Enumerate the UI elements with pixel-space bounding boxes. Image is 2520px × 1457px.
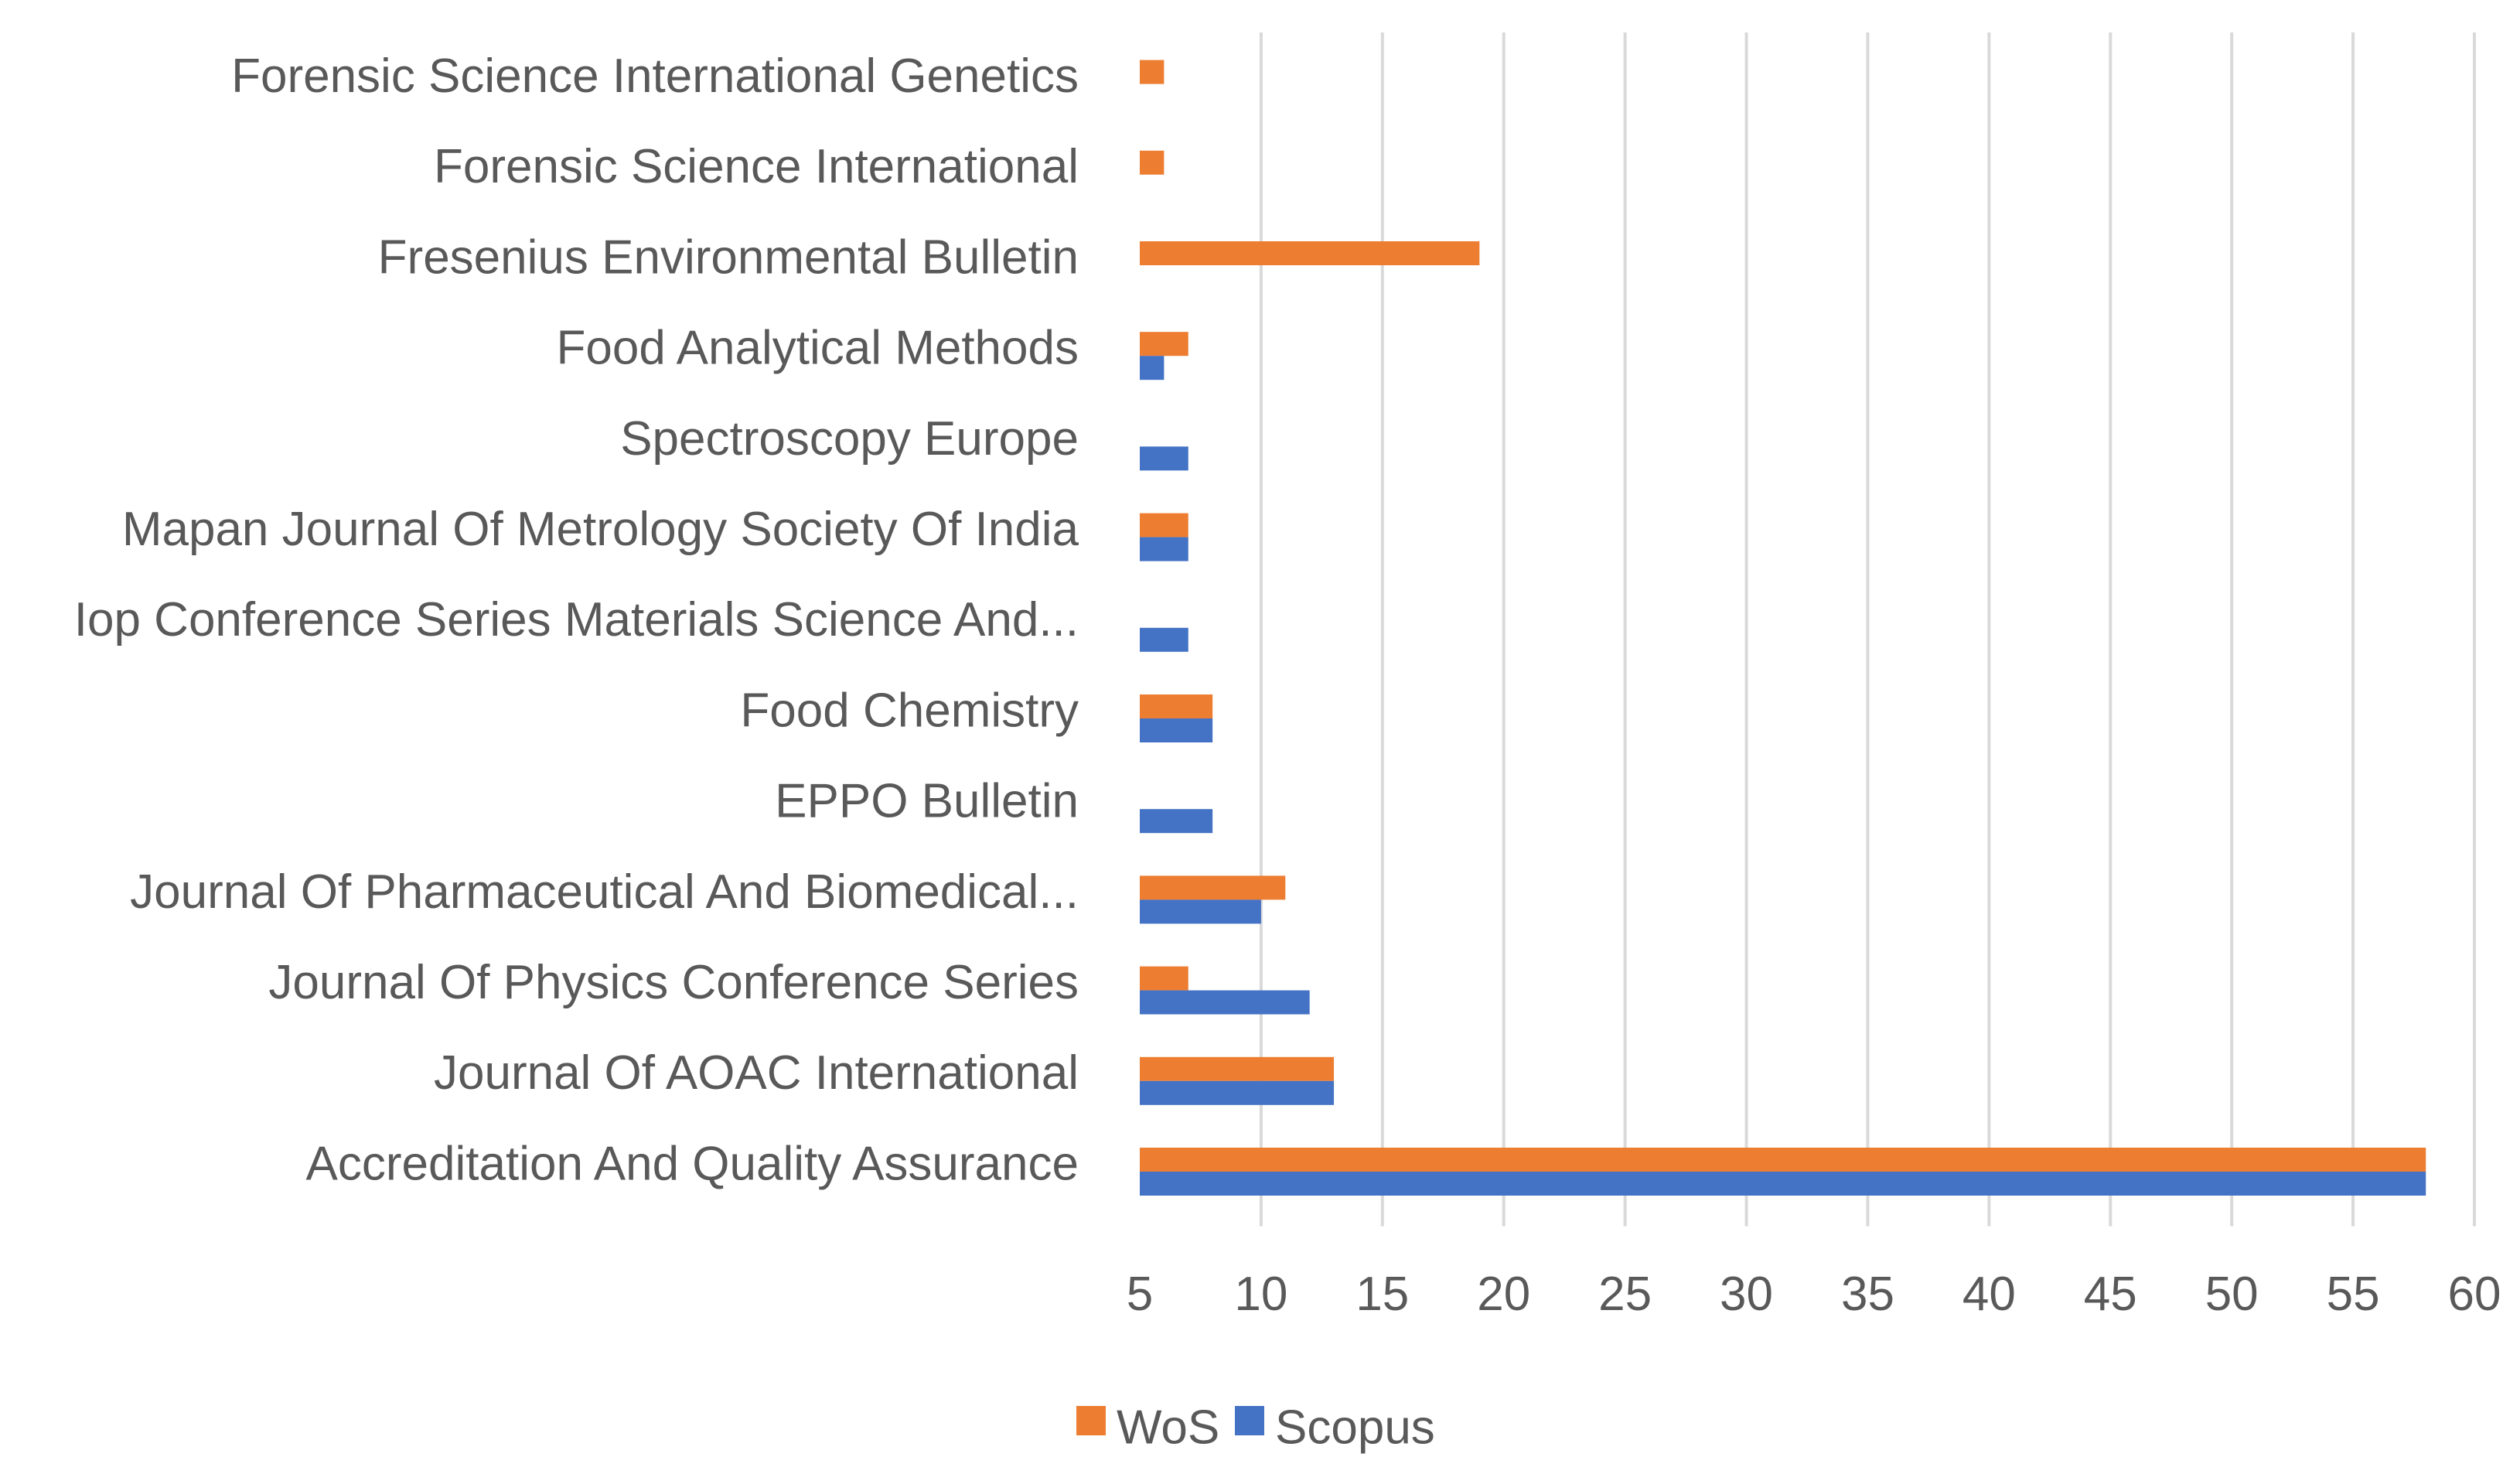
category-label: Iop Conference Series Materials Science … (74, 593, 1079, 647)
bar-scopus (1140, 899, 1261, 924)
bar-scopus (1140, 718, 1213, 742)
category-label: Accreditation And Quality Assurance (306, 1137, 1079, 1190)
bar-wos (1140, 1056, 1335, 1081)
bar-wos (1140, 1148, 2426, 1172)
bar-wos (1140, 241, 1480, 265)
bar-scopus (1140, 1172, 2426, 1196)
category-label: Spectroscopy Europe (620, 412, 1079, 466)
category-label: Journal Of AOAC International (434, 1046, 1079, 1100)
bar-scopus (1140, 446, 1188, 471)
gridlines (1259, 32, 2476, 1227)
category-label: Food Analytical Methods (557, 322, 1079, 375)
x-axis-ticks: 5 10 15 20 25 30 35 40 45 50 55 60 (1127, 1268, 2501, 1321)
category-label: Forensic Science International Genetics (231, 49, 1079, 103)
bar-scopus (1140, 809, 1213, 834)
bar-wos (1140, 513, 1188, 537)
bar-wos (1140, 694, 1213, 718)
legend-swatch-wos (1076, 1406, 1106, 1435)
legend-label: Scopus (1275, 1401, 1435, 1454)
category-label: Fresenius Environmental Bulletin (378, 230, 1079, 284)
category-label: EPPO Bulletin (775, 775, 1079, 828)
x-tick-label: 35 (1841, 1268, 1894, 1321)
legend-label: WoS (1117, 1401, 1219, 1454)
category-label: Journal Of Physics Conference Series (268, 956, 1079, 1009)
bar-wos (1140, 332, 1188, 357)
category-label: Mapan Journal Of Metrology Society Of In… (122, 503, 1079, 556)
x-tick-label: 30 (1720, 1268, 1773, 1321)
bar-wos (1140, 966, 1188, 991)
bar-wos (1140, 875, 1286, 900)
category-label: Food Chemistry (740, 684, 1079, 737)
category-labels: Forensic Science International Genetics F… (74, 49, 1079, 1190)
legend-swatch-scopus (1235, 1406, 1264, 1435)
category-label: Journal Of Pharmaceutical And Biomedical… (130, 865, 1079, 919)
bar-scopus (1140, 990, 1310, 1015)
legend: WoS Scopus (1076, 1401, 1435, 1454)
x-tick-label: 5 (1127, 1268, 1153, 1321)
x-tick-label: 50 (2205, 1268, 2259, 1321)
bar-scopus (1140, 356, 1165, 380)
bar-wos (1140, 60, 1165, 84)
bar-scopus (1140, 1080, 1335, 1105)
x-tick-label: 55 (2327, 1268, 2380, 1321)
x-tick-label: 60 (2448, 1268, 2501, 1321)
bar-wos (1140, 150, 1165, 175)
x-tick-label: 45 (2084, 1268, 2137, 1321)
x-tick-label: 25 (1598, 1268, 1652, 1321)
bar-scopus (1140, 537, 1188, 561)
category-label: Forensic Science International (434, 140, 1079, 193)
x-tick-label: 10 (1234, 1268, 1287, 1321)
x-tick-label: 20 (1477, 1268, 1530, 1321)
x-tick-label: 15 (1355, 1268, 1409, 1321)
bars (1140, 60, 2426, 1196)
x-tick-label: 40 (1962, 1268, 2016, 1321)
bar-scopus (1140, 627, 1188, 652)
